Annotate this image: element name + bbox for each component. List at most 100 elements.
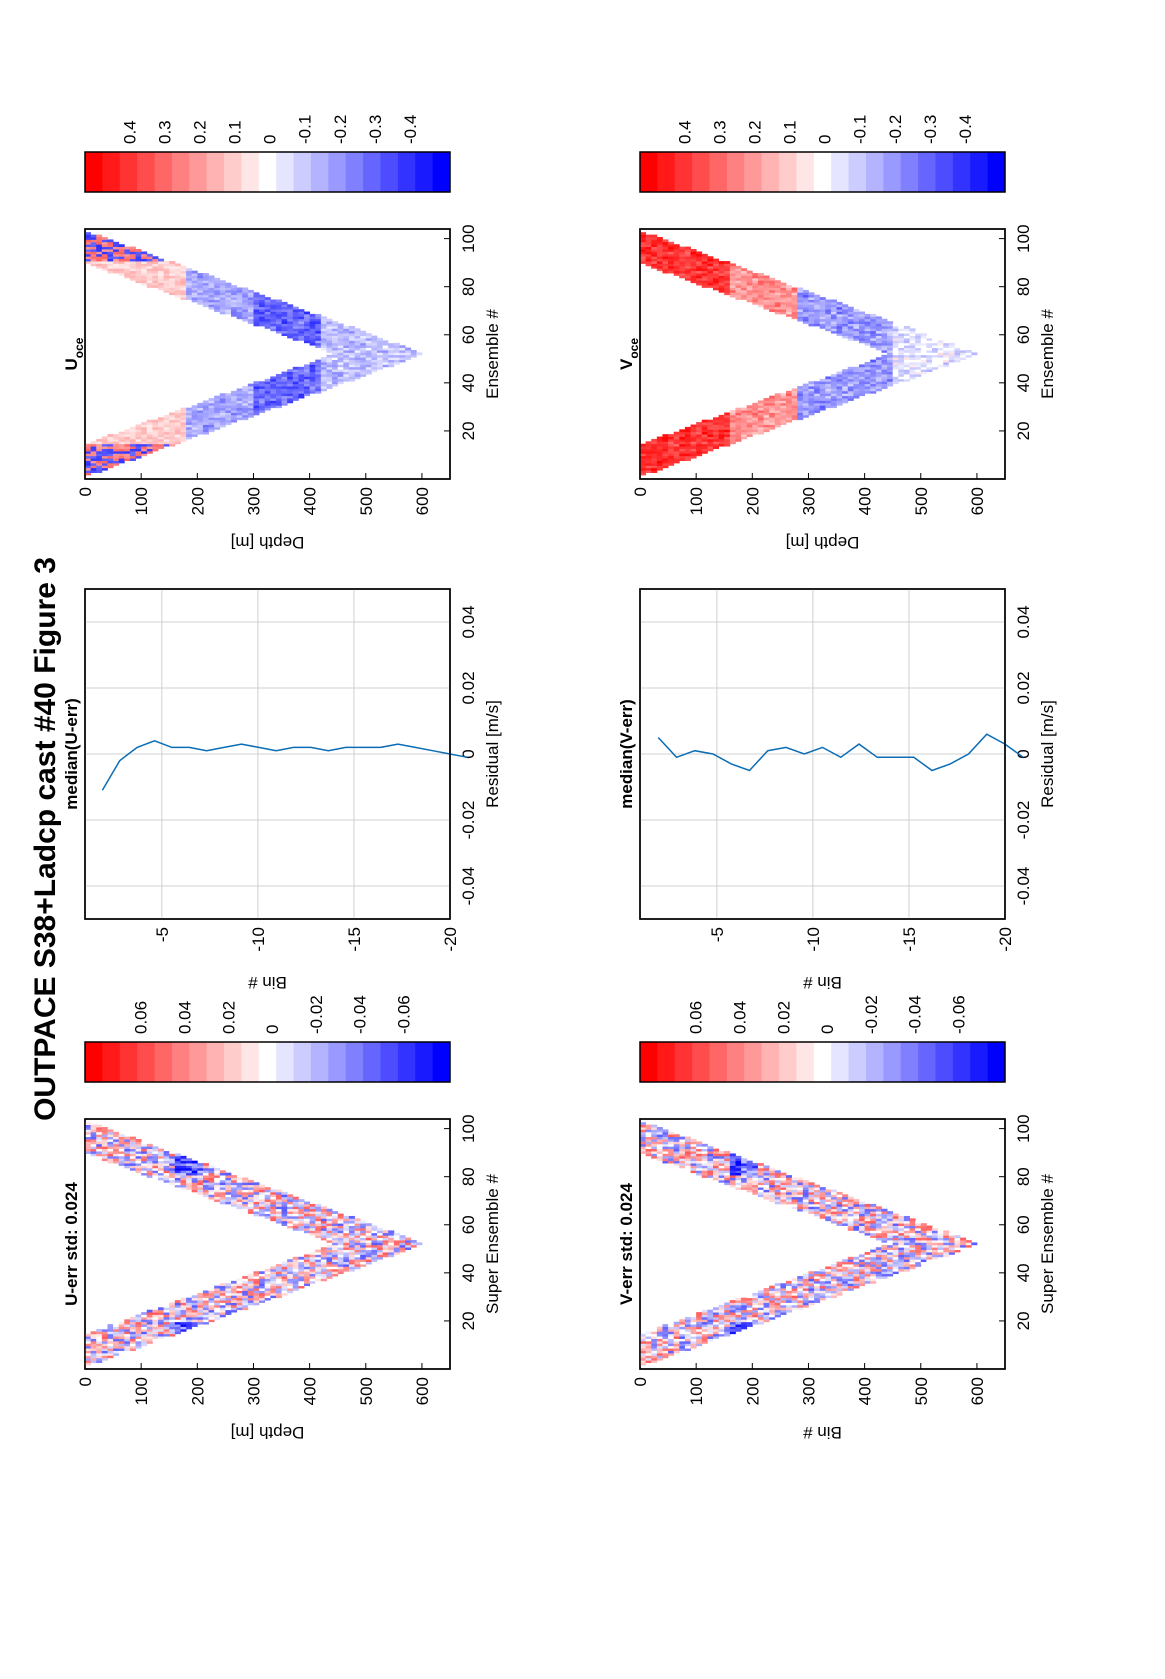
cell xyxy=(298,378,305,382)
cell xyxy=(158,285,165,288)
cell xyxy=(281,1201,288,1205)
cell xyxy=(690,1160,697,1164)
cell xyxy=(96,467,103,471)
cell xyxy=(864,1215,871,1219)
cell xyxy=(202,1184,209,1188)
cell xyxy=(847,1264,854,1267)
cell xyxy=(870,1203,877,1207)
cell xyxy=(640,1151,647,1154)
cell xyxy=(337,333,344,336)
cell xyxy=(231,1203,238,1207)
cell xyxy=(348,1259,355,1263)
cell xyxy=(270,376,277,380)
cell xyxy=(668,1336,675,1339)
cell xyxy=(247,313,254,317)
cell xyxy=(96,1134,103,1138)
cell xyxy=(332,1232,339,1236)
cell xyxy=(180,287,187,291)
cell xyxy=(707,1328,714,1332)
cell xyxy=(724,1304,731,1308)
cell xyxy=(236,1196,243,1200)
cell xyxy=(158,438,165,442)
cell xyxy=(668,1139,675,1142)
cell xyxy=(287,1280,294,1284)
cell xyxy=(875,1223,882,1226)
panel-title: V-err std: 0.024 xyxy=(617,1183,636,1305)
cell xyxy=(236,1194,243,1198)
cell xyxy=(780,1290,787,1294)
cell xyxy=(169,289,176,293)
cell xyxy=(343,342,350,346)
cell xyxy=(163,1324,170,1327)
cell xyxy=(892,1247,899,1251)
cell xyxy=(270,1288,277,1291)
cell xyxy=(729,410,736,413)
cell xyxy=(186,1321,193,1325)
cell xyxy=(118,251,125,255)
cell xyxy=(169,434,176,437)
cell xyxy=(343,366,350,370)
cell xyxy=(169,1319,176,1323)
cell xyxy=(797,386,804,389)
cell xyxy=(371,335,378,339)
cell xyxy=(780,400,787,404)
cell xyxy=(842,1206,849,1210)
cell xyxy=(707,422,714,425)
cell xyxy=(864,1280,871,1284)
cell xyxy=(270,402,277,406)
cell xyxy=(662,1134,669,1138)
cell xyxy=(393,352,400,356)
cell xyxy=(197,287,204,291)
cell xyxy=(214,1167,221,1171)
cell xyxy=(724,1177,731,1181)
cell xyxy=(158,1316,165,1320)
cell xyxy=(309,1278,316,1282)
cell xyxy=(853,1278,860,1282)
cell xyxy=(377,340,384,344)
cell xyxy=(707,443,714,447)
cell xyxy=(113,1151,120,1154)
cell xyxy=(645,1127,652,1130)
cell xyxy=(932,1247,939,1251)
cell xyxy=(690,429,697,433)
cell xyxy=(718,424,725,428)
cell xyxy=(763,417,770,421)
y-tick-label: 500 xyxy=(912,1377,931,1405)
cell xyxy=(332,1264,339,1267)
cell xyxy=(287,378,294,382)
cell xyxy=(763,412,770,416)
cell xyxy=(360,347,367,351)
cell xyxy=(191,1319,198,1323)
cell xyxy=(701,1316,708,1320)
cell xyxy=(287,330,294,334)
cell xyxy=(315,1235,322,1238)
cell xyxy=(96,1340,103,1344)
cell xyxy=(752,407,759,411)
cell xyxy=(298,1268,305,1272)
cell xyxy=(786,414,793,418)
cell xyxy=(780,410,787,413)
cell xyxy=(735,417,742,421)
cell xyxy=(365,333,372,336)
cell xyxy=(399,352,406,356)
cell xyxy=(253,395,260,399)
panel-title: Uoce xyxy=(62,337,86,370)
cell xyxy=(304,366,311,370)
cell xyxy=(236,417,243,421)
cell xyxy=(298,309,305,312)
cell xyxy=(752,405,759,409)
cell xyxy=(926,1259,933,1263)
cell xyxy=(208,429,215,433)
cell xyxy=(292,1215,299,1219)
cell xyxy=(724,1309,731,1313)
cell xyxy=(808,1283,815,1287)
cell xyxy=(645,1352,652,1356)
cell xyxy=(292,388,299,392)
cell xyxy=(298,325,305,329)
cell xyxy=(696,1155,703,1159)
cell xyxy=(96,253,103,257)
colorbar-step xyxy=(692,1042,711,1082)
cell xyxy=(264,323,271,327)
cell xyxy=(135,1340,142,1344)
cell xyxy=(158,280,165,284)
